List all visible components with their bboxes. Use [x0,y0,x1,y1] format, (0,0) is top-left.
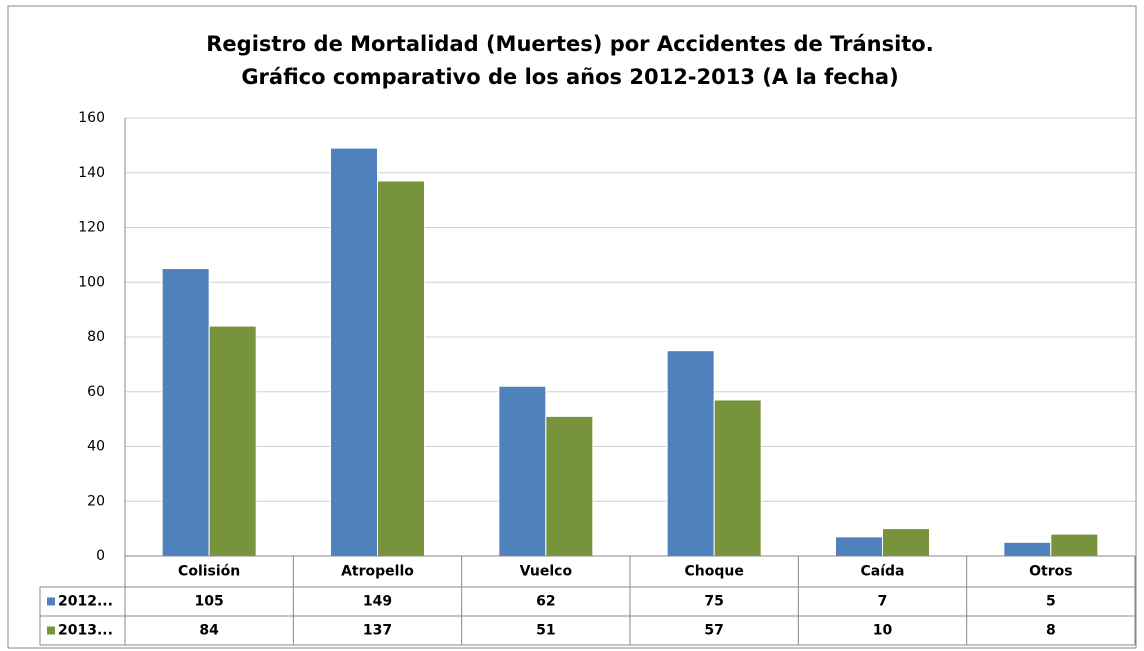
table-value: 57 [704,623,723,639]
x-tick-label: Colisión [178,564,240,580]
table-value: 84 [199,623,219,639]
legend-swatch [47,597,55,606]
y-tick-label: 20 [87,493,105,509]
bar [208,325,257,557]
table-value: 10 [873,623,893,639]
y-tick-label: 100 [78,274,105,290]
table-value: 5 [1046,594,1056,610]
bar [498,385,547,557]
bar [377,180,425,557]
bar [835,536,883,557]
table-value: 137 [363,623,392,639]
bar [882,528,930,557]
bar [1050,533,1099,557]
x-tick-label: Otros [1029,564,1072,580]
x-tick-label: Caída [861,564,905,580]
table-value: 105 [195,594,224,610]
y-tick-label: 40 [87,439,105,455]
bar [666,350,715,557]
chart-title: Registro de Mortalidad (Muertes) por Acc… [206,32,933,56]
y-tick-label: 160 [78,110,105,126]
table-value: 51 [536,623,555,639]
bar [713,399,762,557]
table-value: 8 [1046,623,1056,639]
bar [161,268,210,557]
x-tick-label: Atropello [341,564,414,580]
y-tick-label: 60 [87,384,105,400]
legend-label: 2013... [58,623,113,639]
y-tick-label: 80 [87,329,105,345]
y-tick-label: 140 [78,165,105,181]
bar [330,147,378,557]
table-value: 149 [363,594,392,610]
table-value: 7 [878,594,888,610]
chart-subtitle: Gráfico comparativo de los años 2012-201… [241,65,898,89]
legend-swatch [47,626,55,635]
bar [1003,541,1052,557]
y-tick-label: 120 [78,220,105,236]
legend-label: 2012... [58,594,113,610]
table-value: 75 [704,594,723,610]
bar [545,415,594,557]
table-value: 62 [536,594,555,610]
x-tick-label: Vuelco [520,564,573,580]
y-tick-label: 0 [96,548,105,564]
x-tick-label: Choque [684,564,743,580]
